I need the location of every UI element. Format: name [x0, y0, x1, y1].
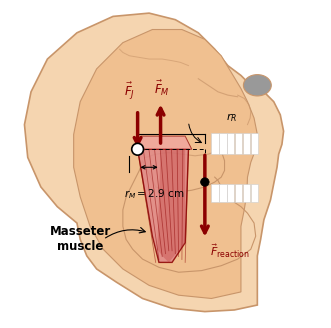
FancyBboxPatch shape — [219, 133, 226, 154]
FancyBboxPatch shape — [243, 133, 250, 154]
Circle shape — [132, 143, 144, 155]
FancyBboxPatch shape — [219, 184, 226, 202]
FancyBboxPatch shape — [212, 133, 219, 154]
Circle shape — [201, 178, 209, 186]
Text: $r_R$: $r_R$ — [226, 112, 237, 125]
Polygon shape — [138, 149, 188, 262]
Polygon shape — [134, 136, 192, 149]
FancyBboxPatch shape — [227, 133, 234, 154]
Polygon shape — [24, 13, 284, 312]
FancyBboxPatch shape — [235, 184, 242, 202]
Text: $\vec{F}_{\mathrm{reaction}}$: $\vec{F}_{\mathrm{reaction}}$ — [210, 243, 250, 260]
Text: $\vec{F}_M$: $\vec{F}_M$ — [154, 79, 170, 98]
FancyBboxPatch shape — [212, 184, 219, 202]
FancyBboxPatch shape — [251, 133, 258, 154]
Ellipse shape — [243, 75, 271, 96]
Polygon shape — [157, 149, 185, 262]
FancyBboxPatch shape — [251, 184, 258, 202]
FancyBboxPatch shape — [243, 184, 250, 202]
Text: $\vec{F}_J$: $\vec{F}_J$ — [124, 81, 135, 102]
Polygon shape — [74, 30, 257, 298]
FancyBboxPatch shape — [235, 133, 242, 154]
Text: Masseter
muscle: Masseter muscle — [50, 225, 111, 254]
FancyBboxPatch shape — [227, 184, 234, 202]
Text: $r_M = 2.9\ \mathrm{cm}$: $r_M = 2.9\ \mathrm{cm}$ — [124, 187, 185, 201]
